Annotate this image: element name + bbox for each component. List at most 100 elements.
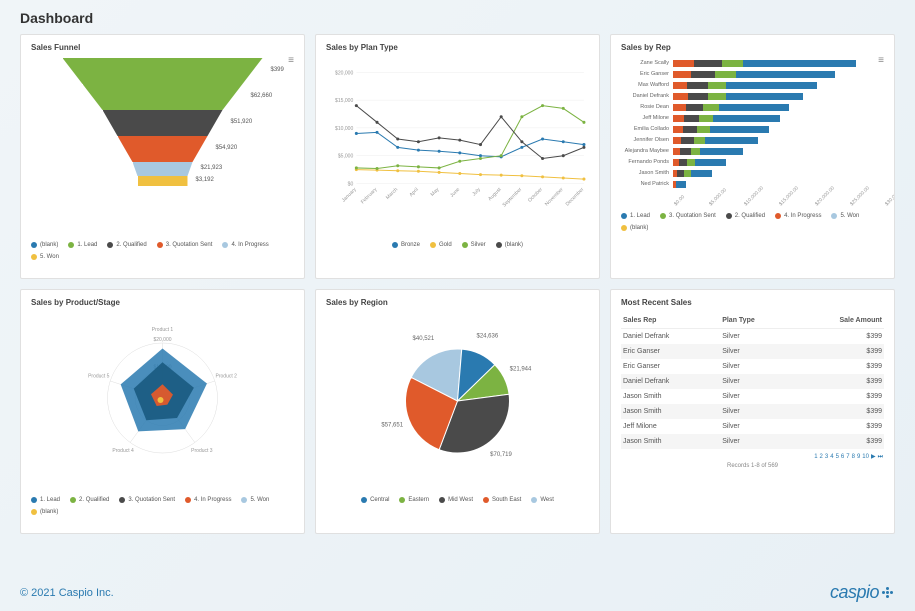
bar-row: Zane Scally <box>621 58 884 68</box>
legend-item: South East <box>483 497 521 503</box>
line-legend: BronzeGoldSilver(blank) <box>326 242 589 248</box>
card-sales-product-stage: Sales by Product/Stage $20,000$10,000Pro… <box>20 289 305 534</box>
svg-text:$70,719: $70,719 <box>490 452 512 458</box>
radar-chart: $20,000$10,000Product 1Product 2Product … <box>31 313 294 483</box>
card-sales-funnel: Sales Funnel ≡ $399$62,660$51,920$54,920… <box>20 34 305 279</box>
last-page-icon[interactable]: ⏭ <box>878 454 883 460</box>
page-number[interactable]: 8 <box>852 454 855 460</box>
table-cell: $399 <box>792 419 884 434</box>
card-title: Sales by Plan Type <box>326 43 589 52</box>
bar-label: Eric Ganser <box>621 71 673 77</box>
bar-segment <box>688 93 708 100</box>
table-cell: Daniel Defrank <box>621 329 720 345</box>
svg-text:$40,521: $40,521 <box>413 336 435 342</box>
dashboard-title: Dashboard <box>20 10 895 26</box>
legend-item: 5. Won <box>241 497 269 503</box>
table-cell: Jeff Milone <box>621 419 720 434</box>
bar-segment <box>699 115 713 122</box>
bar-segment <box>677 170 684 177</box>
page-number[interactable]: 4 <box>830 454 833 460</box>
svg-text:$20,000: $20,000 <box>335 70 353 76</box>
bar-segment <box>683 126 697 133</box>
legend-item: 5. Won <box>31 254 59 260</box>
card-recent-sales: Most Recent Sales Sales RepPlan TypeSale… <box>610 289 895 534</box>
table-row[interactable]: Jeff MiloneSilver$399 <box>621 419 884 434</box>
copyright: © 2021 Caspio Inc. <box>20 587 114 599</box>
table-cell: Jason Smith <box>621 434 720 449</box>
next-page-icon[interactable]: ▶ <box>871 454 876 460</box>
funnel-segment <box>138 176 188 186</box>
table-row[interactable]: Daniel DefrankSilver$399 <box>621 329 884 345</box>
bar-label: Jason Smith <box>621 170 673 176</box>
svg-text:$5,000: $5,000 <box>338 154 354 160</box>
legend-item: 1. Lead <box>68 242 97 248</box>
funnel-value-label: $21,923 <box>201 165 223 171</box>
bar-label: Max Wafford <box>621 82 673 88</box>
bar-segment <box>722 60 743 67</box>
table-row[interactable]: Daniel DefrankSilver$399 <box>621 374 884 389</box>
table-cell: Silver <box>720 359 792 374</box>
card-title: Most Recent Sales <box>621 298 884 307</box>
bar-segment <box>736 71 834 78</box>
bar-segment <box>726 82 817 89</box>
bar-segment <box>673 104 686 111</box>
svg-text:July: July <box>471 186 482 197</box>
bar-label: Fernando Ponds <box>621 159 673 165</box>
card-sales-rep: Sales by Rep ≡ Zane ScallyEric GanserMax… <box>610 34 895 279</box>
table-row[interactable]: Jason SmithSilver$399 <box>621 434 884 449</box>
line-chart: $20,000$15,000$10,000$5,000$0JanuaryFebr… <box>326 58 589 218</box>
bar-segment <box>705 137 758 144</box>
page-number[interactable]: 10 <box>862 454 869 460</box>
page-number[interactable]: 6 <box>841 454 844 460</box>
table-cell: Jason Smith <box>621 404 720 419</box>
legend-item: 3. Quotation Sent <box>119 497 175 503</box>
bar-row: Emilia Collado <box>621 124 884 134</box>
svg-text:$21,944: $21,944 <box>510 366 532 372</box>
legend-item: 3. Quotation Sent <box>660 213 716 219</box>
legend-item: Gold <box>430 242 452 248</box>
funnel-segment <box>118 136 208 162</box>
table-header[interactable]: Sales Rep <box>621 313 720 329</box>
funnel-value-label: $3,192 <box>196 177 214 183</box>
page-number[interactable]: 5 <box>836 454 839 460</box>
bar-segment <box>710 126 770 133</box>
bar-segment <box>715 71 736 78</box>
table-cell: Silver <box>720 434 792 449</box>
bar-row: Rosie Dean <box>621 102 884 112</box>
legend-item: 5. Won <box>831 213 859 219</box>
page-number[interactable]: 7 <box>846 454 849 460</box>
funnel-segment <box>63 58 263 84</box>
page-number[interactable]: 2 <box>820 454 823 460</box>
bar-legend: 1. Lead3. Quotation Sent2. Qualified4. I… <box>621 213 884 231</box>
table-cell: Silver <box>720 374 792 389</box>
svg-text:February: February <box>360 186 379 205</box>
page-number[interactable]: 1 <box>814 454 817 460</box>
legend-item: West <box>531 497 554 503</box>
svg-text:January: January <box>341 186 358 203</box>
svg-text:Product 2: Product 2 <box>216 373 238 379</box>
table-cell: Daniel Defrank <box>621 374 720 389</box>
table-cell: $399 <box>792 329 884 345</box>
bar-segment <box>673 93 688 100</box>
table-row[interactable]: Eric GanserSilver$399 <box>621 359 884 374</box>
svg-text:$57,651: $57,651 <box>381 422 403 428</box>
table-header[interactable]: Sale Amount <box>792 313 884 329</box>
legend-item: (blank) <box>31 509 58 515</box>
table-row[interactable]: Eric GanserSilver$399 <box>621 344 884 359</box>
svg-text:March: March <box>385 187 399 201</box>
pagination[interactable]: 12345678910▶⏭ <box>621 453 884 461</box>
bar-segment <box>691 148 701 155</box>
svg-text:Product 3: Product 3 <box>191 448 213 454</box>
page-number[interactable]: 3 <box>825 454 828 460</box>
table-row[interactable]: Jason SmithSilver$399 <box>621 389 884 404</box>
card-title: Sales by Region <box>326 298 589 307</box>
table-header[interactable]: Plan Type <box>720 313 792 329</box>
svg-text:November: November <box>544 187 565 208</box>
table-row[interactable]: Jason SmithSilver$399 <box>621 404 884 419</box>
bar-segment <box>708 93 726 100</box>
bar-segment <box>700 148 742 155</box>
svg-text:$15,000: $15,000 <box>335 98 353 104</box>
page-number[interactable]: 9 <box>857 454 860 460</box>
table-cell: Jason Smith <box>621 389 720 404</box>
bar-label: Zane Scally <box>621 60 673 66</box>
